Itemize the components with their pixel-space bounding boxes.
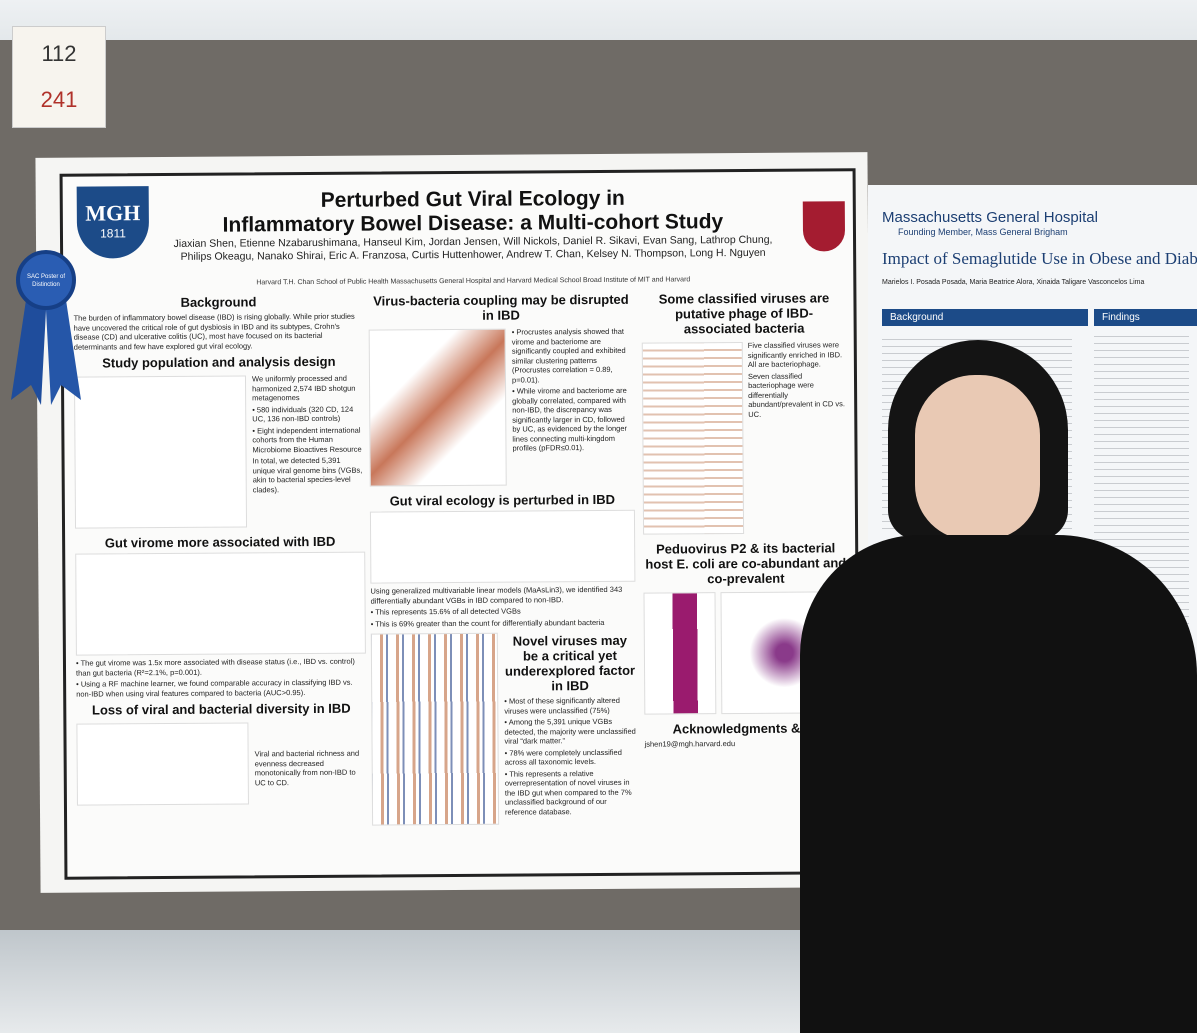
ribbon-rosette [16, 250, 76, 310]
section-heading: Background [180, 294, 257, 310]
section-text: In total, we detected 5,391 unique viral… [252, 455, 363, 494]
section-text: We uniformly processed and harmonized 2,… [251, 373, 356, 403]
logo-year: 1811 [100, 226, 126, 241]
logo: MGH 1811 [76, 186, 150, 259]
section-heading: Gut virome more associated with IBD [104, 533, 336, 551]
section-text: • Eight independent international cohort… [252, 425, 362, 454]
figure [370, 632, 500, 826]
section-heading: Some classified viruses are putative pha… [658, 290, 830, 337]
section-text: Seven classified bacteriophage were diff… [747, 371, 845, 419]
organization-subtitle: Founding Member, Mass General Brigham [898, 227, 1068, 237]
section-text: • While virome and bacteriome are global… [512, 385, 628, 453]
section-text: Using generalized multivariable linear m… [370, 584, 623, 606]
section-text: • This represents a relative overreprese… [504, 768, 632, 817]
section-text: • 580 individuals (320 CD, 124 UC, 136 n… [252, 404, 354, 424]
section-text: • This is 69% greater than the count for… [370, 617, 605, 629]
logo [802, 201, 846, 252]
section-heading: Peduovirus P2 & its bacterial host E. co… [645, 540, 847, 587]
logo-text: MGH [85, 200, 141, 226]
poster: MGH 1811 Perturbed Gut Viral Ecology in … [35, 152, 873, 893]
section-text: • The gut virome was 1.5x more associate… [75, 656, 355, 678]
figure [641, 341, 745, 535]
section-text: The burden of inflammatory bowel disease… [73, 311, 355, 352]
person-face [915, 375, 1040, 540]
section-text: • Among the 5,391 unique VGBs detected, … [504, 716, 636, 746]
person-body [800, 535, 1197, 1033]
board-tag: 112 241 [12, 26, 106, 128]
section-text: • 78% were completely unclassified acros… [504, 747, 622, 767]
section-text: • Using a RF machine learner, we found c… [76, 677, 353, 699]
figure [369, 509, 636, 584]
section-heading: Loss of viral and bacterial diversity in… [91, 700, 351, 718]
ribbon-tail [46, 300, 81, 405]
ribbon: SAC Poster of Distinction [11, 250, 81, 405]
section-heading: Virus-bacteria coupling may be disrupted… [373, 291, 629, 323]
ribbon-text: Distinction [32, 282, 60, 288]
ribbon-text: SAC Poster of [27, 274, 65, 280]
organization: Massachusetts General Hospital [882, 209, 1098, 226]
authors: Jiaxian Shen, Etienne Nzabarushimana, Ha… [173, 233, 773, 263]
section-heading: Findings [1094, 309, 1197, 326]
figure [76, 722, 249, 806]
section-heading: Study population and analysis design [102, 353, 336, 371]
section-heading: Gut viral ecology is perturbed in IBD [389, 491, 616, 509]
column: Background The burden of inflammatory bo… [73, 290, 367, 872]
figure [75, 551, 366, 656]
tag-number: 112 [41, 41, 77, 66]
poster-frame: MGH 1811 Perturbed Gut Viral Ecology in … [59, 168, 861, 880]
section-heading: Novel viruses may be a critical yet unde… [504, 632, 636, 694]
figure [368, 328, 507, 487]
figure [643, 592, 717, 715]
window [0, 930, 820, 1033]
ribbon-tail [11, 300, 46, 405]
section-heading: Background [882, 309, 1088, 326]
column: Virus-bacteria coupling may be disrupted… [368, 288, 637, 870]
section-text: • Most of these significantly altered vi… [504, 695, 620, 716]
section-text: • Procrustes analysis showed that virome… [511, 326, 626, 385]
tag-number: 241 [40, 87, 78, 112]
figure [73, 375, 248, 529]
affiliations: Harvard T.H. Chan School of Public Healt… [256, 276, 691, 287]
poster-title: Impact of Semaglutide Use in Obese and D… [882, 249, 1197, 268]
section-text: Five classified viruses were significant… [747, 340, 843, 369]
section-text: Viral and bacterial richness and evennes… [254, 748, 360, 787]
section-text: • This represents 15.6% of all detected … [370, 606, 521, 617]
authors: Marielos I. Posada Posada, Maria Beatric… [882, 279, 1145, 286]
